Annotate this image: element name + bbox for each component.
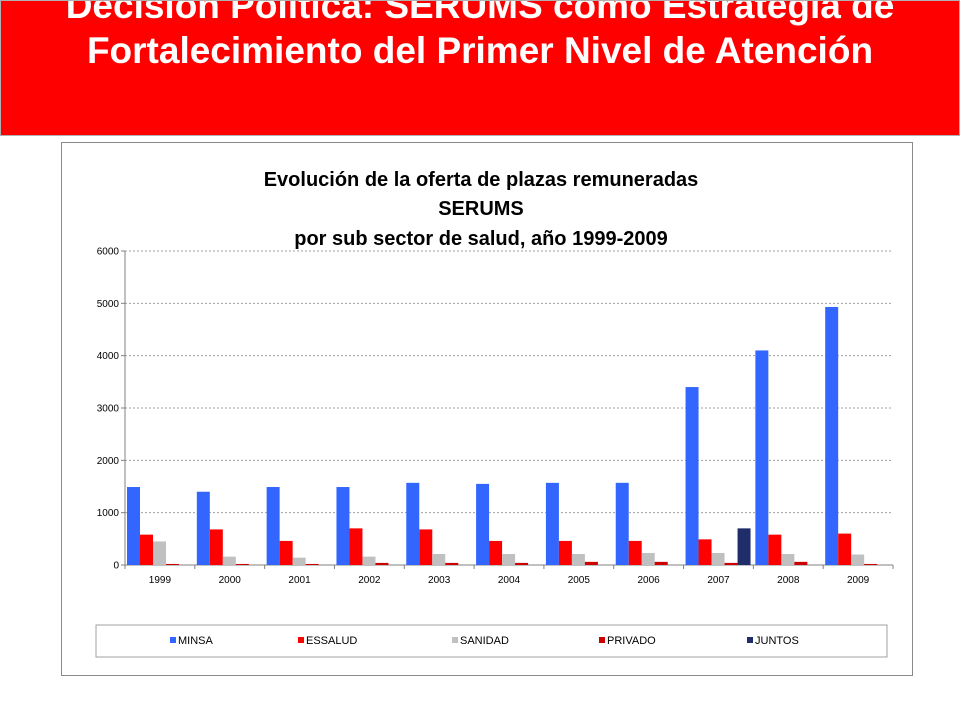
bar-privado-2006 [654, 561, 668, 565]
bar-sanidad-2008 [781, 554, 795, 565]
x-tick-label: 2005 [568, 575, 591, 586]
bar-minsa-2003 [406, 482, 420, 565]
x-tick-label: 2003 [428, 575, 451, 586]
bar-sanidad-2003 [432, 554, 446, 565]
bar-essalud-2008 [768, 534, 782, 565]
y-tick-label: 3000 [97, 404, 120, 415]
x-tick-label: 2001 [288, 575, 311, 586]
bar-sanidad-2009 [851, 554, 865, 565]
bar-minsa-1999 [127, 487, 140, 565]
x-tick-label: 2002 [358, 575, 381, 586]
bar-minsa-2005 [545, 482, 559, 565]
bar-essalud-2001 [279, 540, 293, 565]
bar-essalud-2009 [838, 533, 852, 565]
y-tick-label: 5000 [97, 299, 120, 310]
bar-privado-2008 [794, 561, 808, 565]
bar-essalud-1999 [140, 534, 153, 565]
y-tick-label: 1000 [97, 508, 120, 519]
chart-title-line-2: SERUMS [438, 198, 524, 220]
bar-essalud-2002 [349, 528, 363, 565]
bar-sanidad-2005 [571, 554, 585, 565]
bar-sanidad-2002 [362, 556, 376, 565]
bar-chart: Evolución de la oferta de plazas remuner… [95, 169, 894, 658]
bar-minsa-2000 [196, 491, 210, 565]
x-tick-label: 2004 [498, 575, 521, 586]
x-tick-label: 2000 [219, 575, 242, 586]
bar-essalud-2006 [628, 540, 642, 565]
y-tick-label: 6000 [97, 247, 120, 258]
bar-essalud-2000 [209, 529, 223, 565]
bar-privado-2004 [515, 562, 529, 565]
bar-juntos-2007 [737, 528, 751, 565]
bar-privado-2005 [584, 561, 598, 565]
slide-title-banner: Decisión Política: SERUMS como Estrategi… [0, 0, 960, 136]
bar-privado-2007 [724, 562, 738, 565]
bar-sanidad-1999 [153, 541, 166, 565]
bar-privado-2000 [235, 563, 249, 565]
bar-minsa-2007 [685, 387, 699, 565]
bar-sanidad-2004 [502, 554, 516, 565]
x-tick-label: 2006 [638, 575, 661, 586]
legend-swatch-minsa [170, 637, 176, 643]
bar-sanidad-2000 [222, 556, 236, 565]
legend-box [95, 624, 888, 658]
chart-area: Evolución de la oferta de plazas remuner… [61, 142, 913, 676]
bar-essalud-2007 [698, 539, 712, 565]
legend-label-minsa: MINSA [178, 635, 214, 647]
bar-minsa-2002 [336, 487, 350, 565]
legend-label-juntos: JUNTOS [755, 635, 799, 647]
bar-minsa-2008 [755, 350, 769, 565]
chart-title-line-3: por sub sector de salud, año 1999-2009 [294, 228, 667, 250]
bar-essalud-2003 [419, 529, 433, 565]
x-tick-label: 2008 [777, 575, 800, 586]
bar-minsa-2001 [266, 487, 280, 565]
x-tick-label: 2009 [847, 575, 870, 586]
bar-privado-2009 [864, 563, 878, 565]
slide-title: Decisión Política: SERUMS como Estrategi… [65, 0, 895, 71]
legend-swatch-essalud [298, 637, 304, 643]
bar-privado-2003 [445, 562, 459, 565]
x-tick-label: 2007 [707, 575, 730, 586]
legend-label-sanidad: SANIDAD [460, 635, 509, 647]
bar-privado-1999 [166, 563, 179, 565]
bar-sanidad-2001 [292, 557, 306, 565]
y-tick-label: 0 [113, 561, 119, 572]
bar-sanidad-2006 [641, 552, 655, 565]
bar-minsa-2009 [825, 306, 839, 565]
legend-swatch-sanidad [452, 637, 458, 643]
legend-swatch-privado [599, 637, 605, 643]
legend-label-privado: PRIVADO [607, 635, 656, 647]
chart-title-line-1: Evolución de la oferta de plazas remuner… [264, 169, 699, 191]
bar-minsa-2004 [476, 483, 490, 565]
bar-sanidad-2007 [711, 552, 725, 565]
x-tick-label: 1999 [149, 575, 172, 586]
y-tick-label: 4000 [97, 351, 120, 362]
bar-essalud-2005 [558, 540, 572, 565]
bar-essalud-2004 [489, 540, 503, 565]
bar-minsa-2006 [615, 482, 629, 565]
bar-privado-2001 [305, 563, 319, 565]
y-tick-label: 2000 [97, 456, 120, 467]
legend-swatch-juntos [747, 637, 753, 643]
legend-label-essalud: ESSALUD [306, 635, 357, 647]
bar-privado-2002 [375, 562, 389, 565]
